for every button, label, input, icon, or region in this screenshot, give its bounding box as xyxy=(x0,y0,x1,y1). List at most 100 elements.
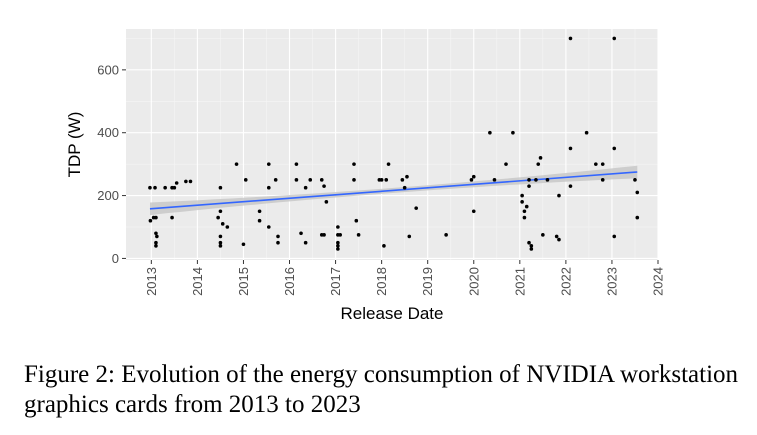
grid-major xyxy=(126,29,659,260)
data-point xyxy=(257,209,262,214)
data-point xyxy=(218,234,223,239)
x-tick-label: 2023 xyxy=(604,267,619,296)
data-point xyxy=(557,193,561,198)
data-point xyxy=(541,233,545,237)
data-point xyxy=(534,178,538,182)
data-point xyxy=(294,162,299,166)
data-point xyxy=(527,184,531,188)
data-point xyxy=(299,231,303,236)
data-point xyxy=(568,36,573,41)
data-point xyxy=(524,204,529,209)
data-point xyxy=(527,178,531,182)
data-point xyxy=(352,178,356,182)
data-point xyxy=(405,174,409,179)
data-point xyxy=(241,242,246,247)
data-points xyxy=(148,36,640,251)
y-tick-label: 0 xyxy=(112,251,119,266)
x-tick-label: 2021 xyxy=(512,267,527,296)
data-point xyxy=(336,244,340,248)
trend-line xyxy=(149,171,638,210)
data-point xyxy=(154,215,158,220)
x-tick-label: 2014 xyxy=(190,267,205,296)
data-point xyxy=(594,162,598,166)
data-point xyxy=(308,178,313,182)
data-point xyxy=(382,244,386,248)
x-tick-label: 2017 xyxy=(328,267,343,296)
data-point xyxy=(612,146,617,151)
data-point xyxy=(536,162,541,166)
data-point xyxy=(172,185,177,190)
data-point xyxy=(155,234,159,239)
data-point xyxy=(218,244,223,248)
data-point xyxy=(336,240,340,245)
data-point xyxy=(154,231,158,236)
data-point xyxy=(557,237,561,242)
data-point xyxy=(354,218,359,223)
data-point xyxy=(154,240,158,245)
data-point xyxy=(170,215,174,220)
data-point xyxy=(538,156,543,160)
data-point xyxy=(527,240,531,245)
plot-panel xyxy=(126,29,658,260)
data-point xyxy=(322,233,326,237)
x-tick-label: 2019 xyxy=(420,267,435,296)
data-point xyxy=(303,185,308,190)
data-point xyxy=(218,185,223,190)
y-tick-label: 400 xyxy=(97,125,119,140)
data-point xyxy=(444,233,448,237)
data-point xyxy=(600,162,605,166)
data-point xyxy=(294,178,299,182)
grid-minor xyxy=(126,29,658,260)
data-point xyxy=(384,178,389,182)
data-point xyxy=(266,225,271,229)
data-point xyxy=(336,225,340,229)
figure-caption: Figure 2: Evolution of the energy consum… xyxy=(24,361,739,418)
x-tick-label: 2020 xyxy=(466,267,481,296)
data-point xyxy=(529,244,534,248)
data-point xyxy=(218,240,223,245)
data-point xyxy=(522,209,527,214)
data-point xyxy=(153,185,157,190)
data-point xyxy=(216,215,220,220)
data-point xyxy=(276,234,280,239)
data-point xyxy=(338,233,342,237)
data-point xyxy=(379,178,384,182)
data-point xyxy=(402,185,407,190)
data-point xyxy=(568,146,573,151)
data-point xyxy=(520,200,524,204)
data-point xyxy=(511,130,515,135)
x-tick-label: 2015 xyxy=(236,267,251,296)
data-point xyxy=(612,36,617,41)
y-tick-label: 600 xyxy=(97,62,119,77)
data-point xyxy=(400,178,405,182)
data-point xyxy=(520,193,524,198)
data-point xyxy=(174,181,179,185)
data-point xyxy=(336,247,340,251)
x-tick-label: 2018 xyxy=(374,267,389,296)
data-point xyxy=(188,179,193,184)
data-point xyxy=(322,184,326,188)
data-point xyxy=(266,185,271,190)
data-point xyxy=(600,178,605,182)
data-point xyxy=(492,178,497,182)
x-axis: 2013 2014 2015 2016 2017 2018 2019 2020 2021 2022… xyxy=(144,260,666,296)
data-point xyxy=(504,162,508,166)
x-tick-label: 2024 xyxy=(651,267,666,296)
data-point xyxy=(414,206,418,210)
data-point xyxy=(225,225,230,229)
data-point xyxy=(276,240,280,245)
x-tick-label: 2022 xyxy=(558,267,573,296)
data-point xyxy=(243,178,248,182)
data-point xyxy=(635,215,640,220)
data-point xyxy=(154,244,158,248)
data-point xyxy=(234,162,239,166)
data-point xyxy=(568,184,573,188)
data-point xyxy=(148,218,153,223)
data-point xyxy=(469,178,474,182)
data-point xyxy=(303,240,308,245)
data-point xyxy=(163,185,167,190)
data-point xyxy=(386,162,391,166)
y-axis-title: TDP (W) xyxy=(65,112,84,178)
data-point xyxy=(148,185,152,190)
